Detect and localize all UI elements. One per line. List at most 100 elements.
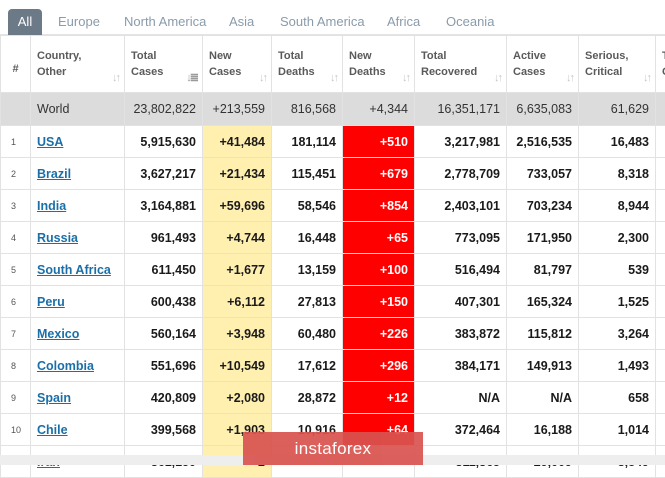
sort-icon[interactable]: ↓↑ xyxy=(643,70,650,86)
new-cases-cell: +41,484 xyxy=(203,126,272,158)
extra-cell xyxy=(656,222,665,254)
total-cases-cell: 961,493 xyxy=(125,222,203,254)
country-link[interactable]: Spain xyxy=(37,391,71,405)
new-cases-cell: +4,744 xyxy=(203,222,272,254)
column-header-label: Active xyxy=(513,50,546,62)
active-cell: 16,188 xyxy=(507,414,579,446)
country-cell: South Africa xyxy=(31,254,125,286)
watermark-text: instaforex xyxy=(295,439,372,459)
country-cell: Colombia xyxy=(31,350,125,382)
column-header-8[interactable]: Serious, Critical ↓↑ xyxy=(579,36,656,93)
world-total-cases: 23,802,822 xyxy=(125,93,203,126)
total-deaths-cell: 27,813 xyxy=(272,286,343,318)
total-deaths-cell: 16,448 xyxy=(272,222,343,254)
new-cases-cell: +59,696 xyxy=(203,190,272,222)
tab-north-america[interactable]: North America xyxy=(124,9,206,35)
country-link[interactable]: Brazil xyxy=(37,167,71,181)
active-cell: 733,057 xyxy=(507,158,579,190)
column-header-label: Deaths xyxy=(278,66,315,78)
total-cases-cell: 3,164,881 xyxy=(125,190,203,222)
column-header-1[interactable]: Country,Other↓↑ xyxy=(31,36,125,93)
active-cell: 165,324 xyxy=(507,286,579,318)
total-deaths-cell: 115,451 xyxy=(272,158,343,190)
row-index: 3 xyxy=(1,190,31,222)
world-new-cases: +213,559 xyxy=(203,93,272,126)
total-recovered-cell: 384,171 xyxy=(415,350,507,382)
world-idx xyxy=(1,93,31,126)
new-deaths-cell: +150 xyxy=(343,286,415,318)
country-link[interactable]: Mexico xyxy=(37,327,79,341)
extra-cell xyxy=(656,126,665,158)
new-cases-cell: +1,677 xyxy=(203,254,272,286)
country-link[interactable]: Colombia xyxy=(37,359,94,373)
column-header-label: Recovered xyxy=(421,66,477,78)
extra-cell xyxy=(656,414,665,446)
total-deaths-cell: 60,480 xyxy=(272,318,343,350)
tab-europe[interactable]: Europe xyxy=(58,9,100,35)
country-link[interactable]: Peru xyxy=(37,295,65,309)
sort-icon[interactable]: ↓↑ xyxy=(330,70,337,86)
total-recovered-cell: 383,872 xyxy=(415,318,507,350)
sort-icon[interactable]: ↓↑ xyxy=(112,70,119,86)
total-recovered-cell: 3,217,981 xyxy=(415,126,507,158)
sort-icon[interactable]: ↓≣ xyxy=(186,70,197,86)
tab-africa[interactable]: Africa xyxy=(387,9,420,35)
world-extra xyxy=(656,93,665,126)
row-index: 1 xyxy=(1,126,31,158)
row-index: 2 xyxy=(1,158,31,190)
country-link[interactable]: India xyxy=(37,199,66,213)
column-header-4[interactable]: Total Deaths ↓↑ xyxy=(272,36,343,93)
tab-oceania[interactable]: Oceania xyxy=(446,9,494,35)
new-deaths-cell: +296 xyxy=(343,350,415,382)
country-link[interactable]: Russia xyxy=(37,231,78,245)
column-header-0: # xyxy=(1,36,31,93)
tab-asia[interactable]: Asia xyxy=(229,9,254,35)
row-index: 9 xyxy=(1,382,31,414)
new-cases-cell: +2,080 xyxy=(203,382,272,414)
active-cell: N/A xyxy=(507,382,579,414)
sort-icon[interactable]: ↓↑ xyxy=(494,70,501,86)
new-deaths-cell: +12 xyxy=(343,382,415,414)
active-cell: 2,516,535 xyxy=(507,126,579,158)
region-tabs: All Europe North America Asia South Amer… xyxy=(0,0,665,35)
total-deaths-cell: 58,546 xyxy=(272,190,343,222)
country-cell: Mexico xyxy=(31,318,125,350)
column-header-label: New xyxy=(209,50,232,62)
total-deaths-cell: 28,872 xyxy=(272,382,343,414)
extra-cell xyxy=(656,382,665,414)
column-header-label: Serious, xyxy=(585,50,628,62)
country-link[interactable]: South Africa xyxy=(37,263,111,277)
extra-cell xyxy=(656,350,665,382)
country-link[interactable]: USA xyxy=(37,135,63,149)
critical-cell: 8,944 xyxy=(579,190,656,222)
sort-icon[interactable]: ↓↑ xyxy=(566,70,573,86)
total-cases-cell: 3,627,217 xyxy=(125,158,203,190)
column-header-label: Critical xyxy=(585,66,622,78)
total-recovered-cell: 2,778,709 xyxy=(415,158,507,190)
column-header-label: Cases xyxy=(131,66,163,78)
country-cell: Russia xyxy=(31,222,125,254)
critical-cell: 3,264 xyxy=(579,318,656,350)
tab-south-america[interactable]: South America xyxy=(280,9,365,35)
country-cell: India xyxy=(31,190,125,222)
column-header-9: TC xyxy=(656,36,665,93)
row-index: 6 xyxy=(1,286,31,318)
tab-all[interactable]: All xyxy=(8,9,42,35)
sort-icon[interactable]: ↓↑ xyxy=(259,70,266,86)
sort-icon[interactable]: ↓↑ xyxy=(402,70,409,86)
country-link[interactable]: Chile xyxy=(37,423,68,437)
total-recovered-cell: 2,403,101 xyxy=(415,190,507,222)
new-deaths-cell: +510 xyxy=(343,126,415,158)
column-header-label: Total xyxy=(278,50,303,62)
extra-cell xyxy=(656,158,665,190)
